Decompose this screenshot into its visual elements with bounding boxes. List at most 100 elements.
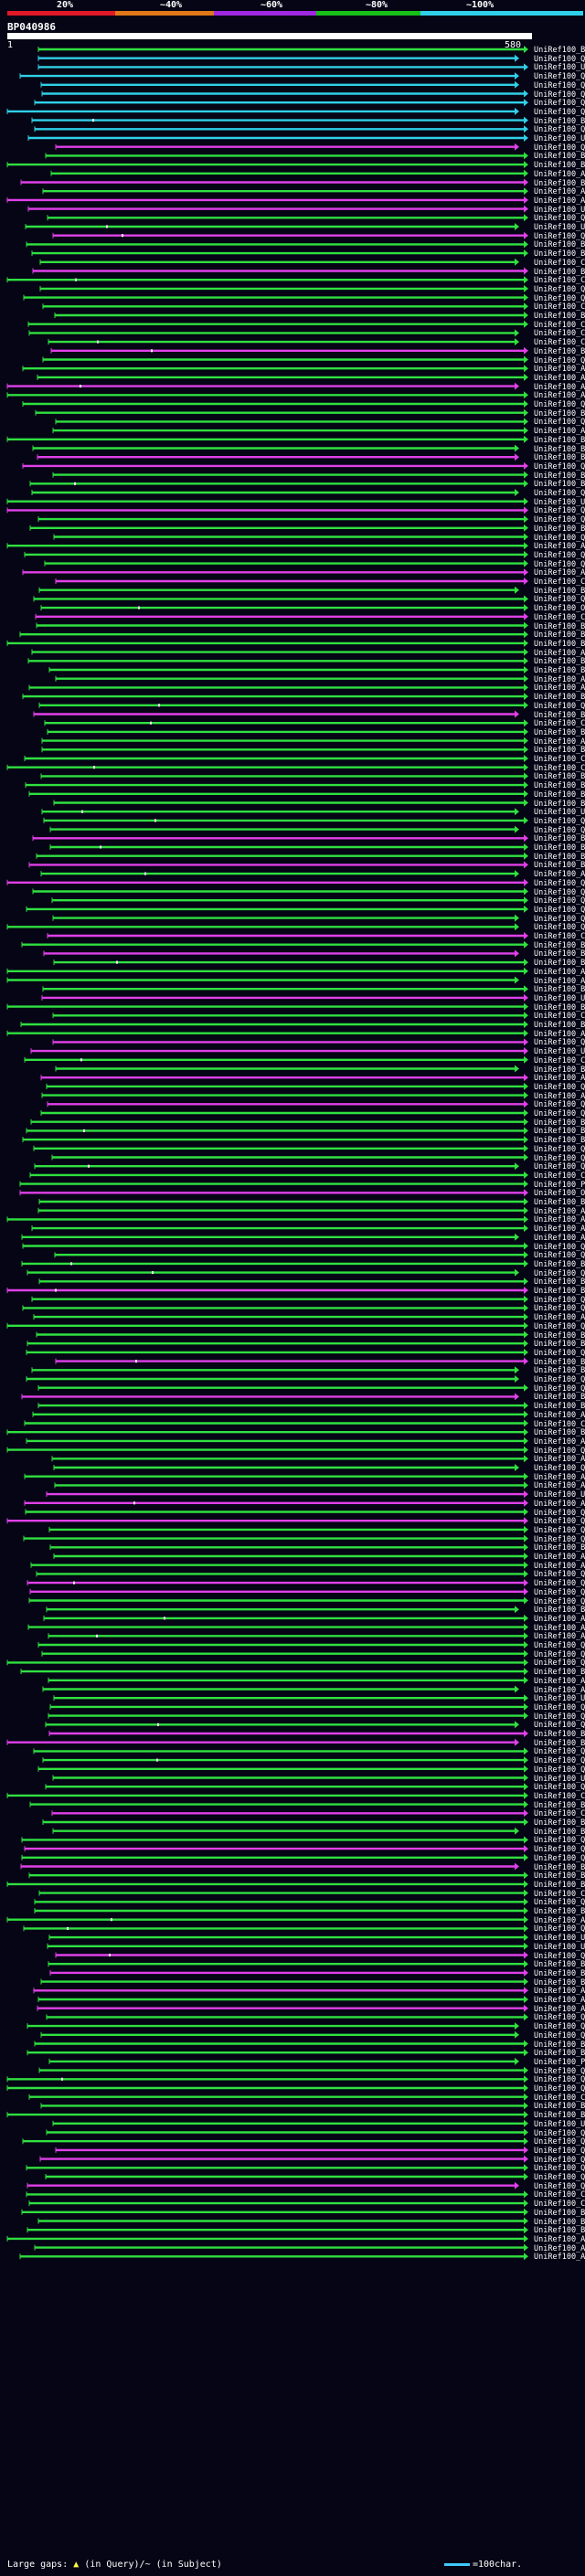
hit-label[interactable]: UniRef100_UP1000... [534, 1942, 585, 1952]
hit-label[interactable]: UniRef100_B9SP53 [534, 861, 585, 871]
hit-label[interactable]: UniRef100_Q9M8B5 [534, 506, 585, 516]
hit-label[interactable]: UniRef100_Q4ZQ91 [534, 1951, 585, 1961]
hit-label[interactable]: UniRef100_B9F3W1 [534, 2049, 585, 2059]
hit-bar[interactable] [6, 976, 519, 984]
hit-label[interactable]: UniRef100_Q6YVU3 [534, 550, 585, 560]
hit-bar[interactable] [31, 648, 528, 656]
hit-bar[interactable] [19, 1180, 528, 1188]
hit-bar[interactable] [32, 444, 519, 452]
hit-label[interactable]: UniRef100_B9GPQ8 [534, 834, 585, 844]
hit-label[interactable]: UniRef100_B6TZ92 [534, 1277, 585, 1288]
hit-bar[interactable] [28, 684, 528, 692]
hit-label[interactable]: UniRef100_A7P1Q0 [534, 169, 585, 179]
hit-bar[interactable] [42, 985, 528, 993]
hit-label[interactable]: UniRef100_B6TQ26 [534, 2111, 585, 2121]
hit-label[interactable]: UniRef100_Q6Z327 [534, 1251, 585, 1261]
hit-bar[interactable] [39, 258, 519, 266]
hit-label[interactable]: UniRef100_Q1HZ78 [534, 1464, 585, 1473]
hit-label[interactable]: UniRef100_A7SM27 [534, 2253, 585, 2263]
hit-bar[interactable] [22, 2137, 528, 2146]
hit-label[interactable]: UniRef100_C5XFK5 [534, 1171, 585, 1181]
hit-bar[interactable] [37, 63, 528, 71]
hit-bar[interactable] [52, 471, 528, 479]
hit-label[interactable]: UniRef100_B9FTL0 [534, 940, 585, 950]
hit-bar[interactable] [26, 905, 528, 913]
hit-bar[interactable] [51, 1455, 528, 1463]
hit-label[interactable]: UniRef100_B9T1Q3 [534, 1136, 585, 1146]
hit-label[interactable]: UniRef100_B5W7B8 [534, 1543, 585, 1553]
hit-bar[interactable] [37, 1383, 528, 1392]
hit-bar[interactable] [28, 790, 528, 798]
hit-bar[interactable] [37, 1206, 528, 1214]
hit-bar[interactable] [33, 1987, 528, 1995]
hit-bar[interactable] [30, 1561, 528, 1569]
hit-bar[interactable] [37, 1402, 528, 1410]
hit-label[interactable]: UniRef100_Q9FHX5 [534, 1162, 585, 1172]
hit-bar[interactable] [19, 2253, 528, 2261]
hit-label[interactable]: UniRef100_B6TR10 [534, 772, 585, 782]
hit-bar[interactable] [37, 2217, 528, 2225]
hit-bar[interactable] [54, 1481, 528, 1489]
hit-bar[interactable] [23, 1534, 528, 1542]
hit-label[interactable]: UniRef100_B9HHA3 [534, 1862, 585, 1872]
hit-bar[interactable] [33, 595, 528, 603]
hit-label[interactable]: UniRef100_Q39900 [534, 1517, 585, 1527]
hit-bar[interactable] [46, 1082, 528, 1090]
hit-bar[interactable] [21, 2208, 528, 2216]
hit-label[interactable]: UniRef100_Q4JK90 [534, 1853, 585, 1863]
hit-label[interactable]: UniRef100_B4G1G3 [534, 781, 585, 791]
hit-bar[interactable] [26, 240, 528, 249]
hit-bar[interactable] [6, 2084, 528, 2092]
hit-label[interactable]: UniRef100_B9HJE7 [534, 1393, 585, 1403]
hit-label[interactable]: UniRef100_O49737 [534, 604, 585, 614]
hit-bar[interactable] [47, 727, 528, 736]
hit-bar[interactable] [39, 284, 528, 292]
hit-bar[interactable] [42, 1685, 519, 1693]
hit-label[interactable]: UniRef100_A9S725 [534, 1224, 585, 1235]
hit-label[interactable]: UniRef100_Q9M8S1 [534, 816, 585, 826]
hit-bar[interactable] [6, 639, 528, 647]
hit-label[interactable]: UniRef100_Q9ZNY6 [534, 284, 585, 294]
hit-bar[interactable] [48, 338, 519, 346]
hit-label[interactable]: UniRef100_B9I1Y4 [534, 1330, 585, 1341]
hit-bar[interactable] [25, 223, 519, 230]
hit-label[interactable]: UniRef100_A9S8J4 [534, 684, 585, 694]
hit-label[interactable]: UniRef100_A9TF51 [534, 365, 585, 375]
hit-bar[interactable] [43, 1614, 528, 1622]
hit-label[interactable]: UniRef100_Q8L7E6 [534, 533, 585, 543]
hit-label[interactable]: UniRef100_A2YM90 [534, 391, 585, 401]
hit-label[interactable]: UniRef100_B8BHU5 [534, 1127, 585, 1137]
hit-bar[interactable] [21, 1259, 528, 1267]
hit-bar[interactable] [24, 550, 528, 558]
hit-bar[interactable] [40, 1109, 528, 1117]
hit-label[interactable]: UniRef100_B6UXY2 [534, 312, 585, 321]
hit-label[interactable]: UniRef100_Q52791 [534, 914, 585, 924]
hit-label[interactable]: UniRef100_A2Q370 [534, 870, 585, 880]
hit-label[interactable]: UniRef100_B9I1B5 [534, 152, 585, 162]
hit-bar[interactable] [55, 674, 528, 683]
hit-label[interactable]: UniRef100_Q69239 [534, 1268, 585, 1278]
hit-label[interactable]: UniRef100_B9RE30 [534, 1907, 585, 1916]
hit-bar[interactable] [47, 214, 528, 222]
hit-label[interactable]: UniRef100_A7R1N5 [534, 2243, 585, 2253]
hit-label[interactable]: UniRef100_Q9AEM5 [534, 1446, 585, 1456]
hit-label[interactable]: UniRef100_A9NF99 [534, 737, 585, 747]
hit-bar[interactable] [52, 914, 519, 922]
hit-label[interactable]: UniRef100_B4FTY1 [534, 852, 585, 862]
hit-bar[interactable] [48, 666, 528, 673]
hit-label[interactable]: UniRef100_B9F8B9 [534, 1606, 585, 1616]
hit-label[interactable]: UniRef100_B8LP54 [534, 666, 585, 675]
hit-bar[interactable] [53, 799, 528, 807]
hit-label[interactable]: UniRef100_C5WSP4 [534, 2190, 585, 2200]
hit-label[interactable]: UniRef100_Q1EMW4 [534, 1765, 585, 1775]
hit-bar[interactable] [6, 1428, 528, 1436]
hit-bar[interactable] [6, 1880, 528, 1888]
hit-bar[interactable] [41, 808, 519, 816]
hit-bar[interactable] [54, 312, 528, 319]
hit-bar[interactable] [22, 693, 528, 701]
hit-bar[interactable] [55, 1065, 519, 1073]
hit-label[interactable]: UniRef100_B9SUQ4 [534, 46, 585, 55]
hit-bar[interactable] [49, 843, 528, 851]
hit-label[interactable]: UniRef100_Q0691E [534, 1570, 585, 1580]
hit-label[interactable]: UniRef100_B9HHS7 [534, 657, 585, 667]
